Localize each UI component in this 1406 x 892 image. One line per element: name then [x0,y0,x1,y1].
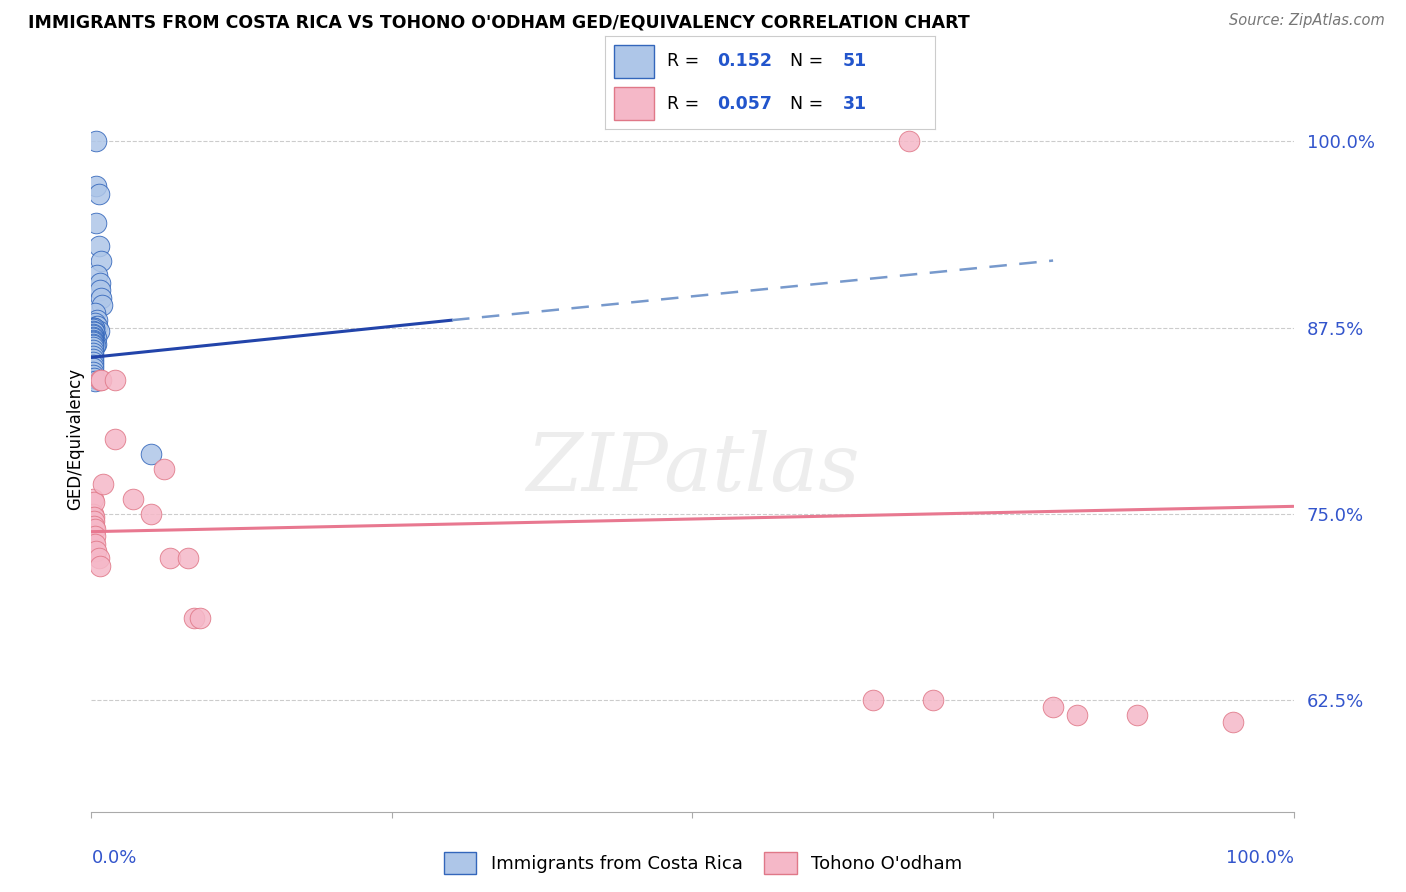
Text: R =: R = [668,53,704,70]
Point [89,284,111,298]
Point [91,298,114,312]
Point [82,333,104,347]
Point [1042,700,1064,714]
Point [83,325,105,339]
Point [89,373,111,387]
Point [82,334,104,348]
Point [82,338,104,352]
Point [82,331,104,345]
FancyBboxPatch shape [614,87,654,120]
Point [83,320,105,334]
Point [152,462,174,476]
Point [87,551,110,566]
Point [82,324,104,338]
Point [1066,707,1088,722]
Point [84,135,107,149]
Point [84,306,107,320]
Point [104,433,127,447]
Point [89,276,111,290]
Point [84,216,107,230]
Point [90,373,112,387]
Point [82,335,104,350]
Point [84,331,107,345]
Point [86,268,108,283]
Point [104,373,127,387]
Point [82,320,104,334]
Point [84,544,107,558]
Point [84,316,107,330]
Point [83,518,105,533]
Point [87,324,110,338]
Text: N =: N = [790,95,828,112]
Point [83,514,105,528]
Point [84,374,107,388]
Text: 31: 31 [842,95,866,112]
Point [862,693,884,707]
Point [122,491,145,506]
FancyBboxPatch shape [614,45,654,78]
Point [1222,715,1244,730]
Point [82,337,104,351]
Text: N =: N = [790,53,828,70]
Point [82,329,104,343]
Point [84,179,107,194]
Point [87,186,110,201]
Point [176,551,198,566]
Point [84,536,107,550]
Text: ZIPatlas: ZIPatlas [526,430,859,508]
Point [922,693,945,707]
Point [82,346,104,360]
Point [141,447,163,461]
Point [93,477,115,491]
Point [82,368,104,383]
Point [90,291,112,305]
Point [82,326,104,341]
Point [83,371,105,385]
Point [1126,707,1149,722]
Text: 0.057: 0.057 [717,95,772,112]
Text: 100.0%: 100.0% [1226,849,1294,867]
Point [89,558,111,573]
Legend: Immigrants from Costa Rica, Tohono O'odham: Immigrants from Costa Rica, Tohono O'odh… [434,843,972,883]
Point [83,325,105,339]
Point [82,320,104,334]
Point [90,253,112,268]
Point [141,507,163,521]
Point [83,495,105,509]
Point [84,337,107,351]
Point [82,328,104,343]
Point [188,611,211,625]
Point [84,529,107,543]
Point [82,358,104,372]
Point [83,320,105,334]
Point [84,328,107,343]
Point [82,351,104,366]
Point [82,360,104,375]
Point [159,551,181,566]
Point [82,340,104,354]
Point [84,522,107,536]
Point [897,135,920,149]
Point [183,611,205,625]
Text: 51: 51 [842,53,866,70]
Point [82,355,104,369]
Point [82,507,104,521]
Point [82,343,104,357]
Text: 0.0%: 0.0% [91,849,136,867]
Point [86,319,108,334]
Point [83,334,105,348]
Point [82,322,104,336]
Point [82,491,104,506]
Text: R =: R = [668,95,704,112]
Point [84,338,107,352]
Point [87,238,110,252]
Point [82,349,104,363]
Text: Source: ZipAtlas.com: Source: ZipAtlas.com [1229,13,1385,29]
Point [82,365,104,379]
Text: 0.152: 0.152 [717,53,772,70]
Point [86,313,108,327]
Text: IMMIGRANTS FROM COSTA RICA VS TOHONO O'ODHAM GED/EQUIVALENCY CORRELATION CHART: IMMIGRANTS FROM COSTA RICA VS TOHONO O'O… [28,13,970,31]
Y-axis label: GED/Equivalency: GED/Equivalency [66,368,84,510]
Point [83,509,105,524]
